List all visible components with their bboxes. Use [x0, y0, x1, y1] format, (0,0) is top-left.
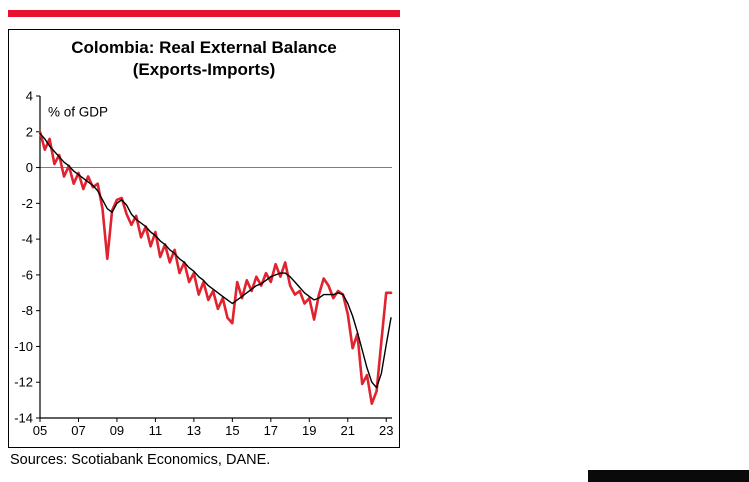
svg-text:15: 15: [225, 423, 239, 438]
svg-text:-12: -12: [14, 375, 33, 390]
svg-text:05: 05: [33, 423, 47, 438]
svg-text:2: 2: [26, 124, 33, 139]
svg-text:17: 17: [264, 423, 278, 438]
chart-subtitle: (Exports-Imports): [132, 60, 276, 79]
svg-text:13: 13: [187, 423, 201, 438]
svg-text:23: 23: [379, 423, 393, 438]
svg-text:-14: -14: [14, 411, 33, 426]
svg-text:-6: -6: [21, 267, 33, 282]
svg-text:21: 21: [341, 423, 355, 438]
svg-text:0: 0: [26, 160, 33, 175]
chart-title: Colombia: Real External Balance: [71, 38, 337, 57]
svg-text:11: 11: [149, 423, 163, 438]
svg-text:09: 09: [110, 423, 124, 438]
svg-text:% of GDP: % of GDP: [48, 105, 108, 120]
svg-text:-4: -4: [21, 232, 33, 247]
svg-text:19: 19: [302, 423, 316, 438]
footer-bar: [588, 470, 749, 482]
chart-frame: Colombia: Real External Balance (Exports…: [8, 29, 400, 448]
svg-text:-2: -2: [21, 196, 33, 211]
sources-text: Sources: Scotiabank Economics, DANE.: [10, 452, 271, 468]
svg-text:07: 07: [71, 423, 85, 438]
svg-text:4: 4: [26, 89, 33, 104]
chart-title-block: Colombia: Real External Balance (Exports…: [9, 30, 399, 81]
svg-text:-10: -10: [14, 339, 33, 354]
svg-text:-8: -8: [21, 303, 33, 318]
top-red-accent-bar: [8, 10, 400, 17]
